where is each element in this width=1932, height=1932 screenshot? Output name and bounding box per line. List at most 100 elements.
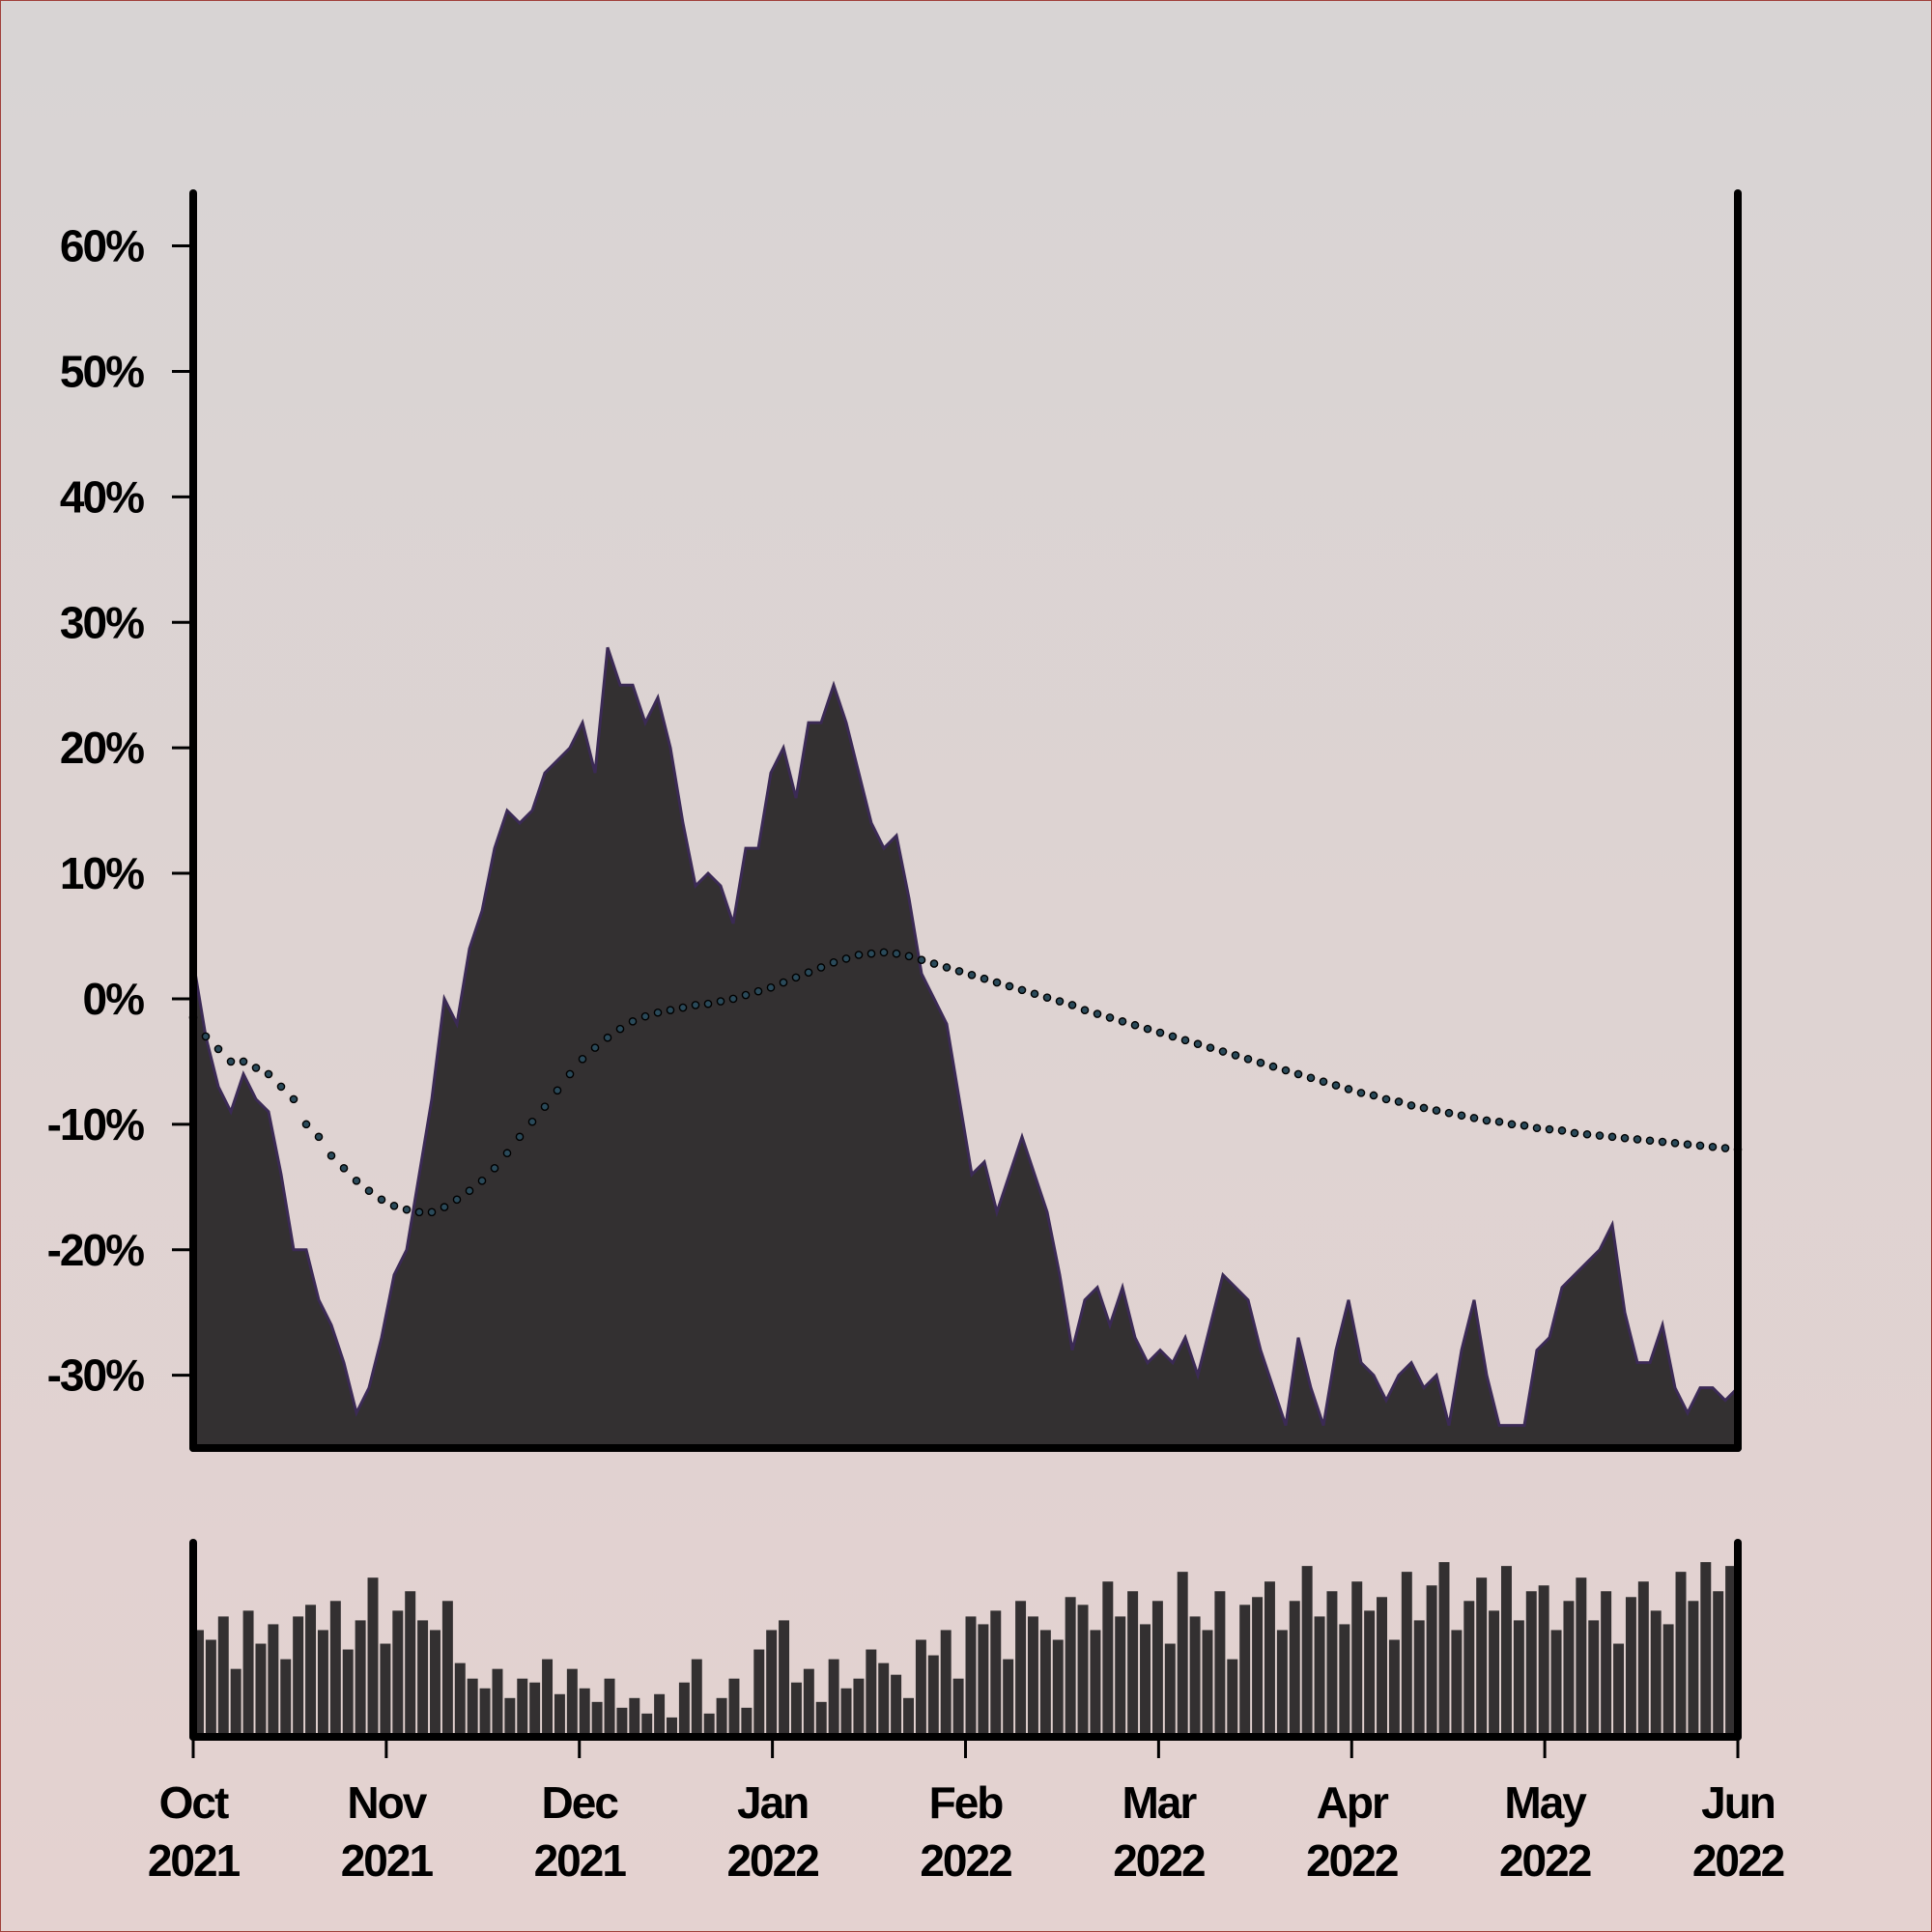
volume-bar	[1177, 1572, 1188, 1737]
y-tick-label: 30%	[60, 597, 144, 647]
moving-average-dot	[1155, 1028, 1165, 1037]
moving-average-dot	[980, 974, 989, 983]
volume-bar	[1463, 1601, 1475, 1737]
volume-bar	[1264, 1581, 1275, 1737]
moving-average-dot	[942, 963, 952, 972]
moving-average-dot	[1494, 1117, 1504, 1126]
moving-average-dot	[640, 1011, 650, 1021]
volume-bar	[1675, 1572, 1687, 1737]
moving-average-dot	[540, 1102, 550, 1111]
moving-average-dot	[1645, 1136, 1655, 1146]
moving-average-dot	[1243, 1055, 1253, 1064]
volume-bar	[1476, 1577, 1488, 1737]
moving-average-dot	[1557, 1126, 1567, 1135]
volume-bar	[927, 1655, 939, 1737]
volume-bar	[355, 1620, 366, 1737]
volume-bar	[790, 1682, 802, 1737]
moving-average-dot	[867, 949, 876, 958]
volume-bar	[1052, 1639, 1064, 1737]
moving-average-dot	[352, 1177, 361, 1185]
x-tick-label: Jan	[737, 1777, 808, 1828]
moving-average-dot	[1482, 1116, 1492, 1125]
volume-bar	[504, 1697, 516, 1737]
volume-bar	[940, 1630, 952, 1737]
volume-bar	[1102, 1581, 1114, 1737]
moving-average-dot	[1055, 997, 1065, 1006]
moving-average-dot	[1670, 1139, 1680, 1148]
volume-bar	[1351, 1581, 1363, 1737]
volume-bar	[1725, 1566, 1737, 1737]
y-tick-label: 20%	[60, 723, 144, 773]
volume-bar	[1377, 1597, 1388, 1737]
area	[191, 646, 1740, 1450]
moving-average-dot	[251, 1064, 261, 1072]
volume-bar	[1289, 1601, 1300, 1737]
moving-average-dot	[992, 978, 1002, 987]
volume-bar	[1513, 1620, 1524, 1737]
moving-average-dot	[1469, 1114, 1479, 1122]
volume-bar	[1039, 1630, 1051, 1737]
moving-average-dot	[1708, 1142, 1718, 1151]
x-tick-label: Oct	[159, 1777, 229, 1828]
volume-bar	[678, 1682, 690, 1737]
volume-bar	[217, 1616, 229, 1737]
volume-bar	[1601, 1591, 1612, 1737]
moving-average-dot	[1432, 1106, 1441, 1115]
volume-bar	[604, 1678, 615, 1737]
volume-bar	[1563, 1601, 1575, 1737]
x-tick-label: 2022	[1113, 1835, 1205, 1886]
volume-bar	[417, 1620, 429, 1737]
moving-average-dot	[1658, 1137, 1667, 1147]
moving-average-dot	[1620, 1133, 1630, 1143]
moving-average-dot	[565, 1069, 575, 1079]
moving-average-dot	[1180, 1036, 1190, 1045]
moving-average-dot	[1105, 1013, 1115, 1022]
volume-bar	[703, 1713, 715, 1737]
volume-bar	[629, 1697, 640, 1737]
volume-bar	[380, 1643, 391, 1737]
volume-bar	[392, 1610, 404, 1737]
volume-bar	[1164, 1643, 1176, 1737]
moving-average-dot	[917, 955, 926, 964]
volume-bar	[1426, 1585, 1437, 1737]
volume-bar	[255, 1643, 267, 1737]
moving-average-dot	[1206, 1043, 1215, 1052]
volume-bar	[766, 1630, 778, 1737]
x-tick-label: May	[1504, 1777, 1587, 1828]
volume-bar	[616, 1707, 628, 1737]
volume-bar	[441, 1601, 453, 1737]
moving-average-dot	[929, 959, 939, 968]
y-tick-label: -10%	[47, 1099, 144, 1150]
volume-bar	[1239, 1605, 1251, 1737]
moving-average-dot	[1293, 1069, 1303, 1079]
moving-average-dot	[678, 1003, 688, 1012]
moving-average-dot	[590, 1043, 600, 1052]
volume-bar	[268, 1624, 279, 1737]
volume-bar	[691, 1659, 702, 1737]
volume-bar	[1115, 1616, 1126, 1737]
moving-average-dot	[1683, 1140, 1692, 1149]
moving-average-dot	[766, 982, 776, 992]
moving-average-dot	[1507, 1120, 1517, 1129]
volume-bar	[1576, 1577, 1587, 1737]
moving-average-dot	[213, 1044, 223, 1054]
volume-bar	[1650, 1610, 1662, 1737]
volume-bar	[193, 1630, 204, 1737]
volume-bar	[242, 1610, 254, 1737]
x-tick-label: Nov	[347, 1777, 427, 1828]
x-tick-label: 2022	[1306, 1835, 1398, 1886]
moving-average-dot	[226, 1057, 236, 1066]
moving-average-dot	[703, 999, 713, 1009]
y-tick-label: 40%	[60, 471, 144, 522]
volume-bar	[1364, 1610, 1376, 1737]
moving-average-dot	[1532, 1123, 1542, 1133]
moving-average-dot	[1093, 1009, 1102, 1018]
moving-average-dot	[1118, 1017, 1127, 1026]
moving-average-dot	[414, 1208, 424, 1217]
volume-bar	[654, 1693, 666, 1737]
volume-bar	[1451, 1630, 1463, 1737]
moving-average-dot	[239, 1057, 248, 1066]
x-tick-label: Apr	[1317, 1777, 1389, 1828]
moving-average-dot	[1017, 985, 1027, 995]
volume-bar	[1637, 1581, 1649, 1737]
